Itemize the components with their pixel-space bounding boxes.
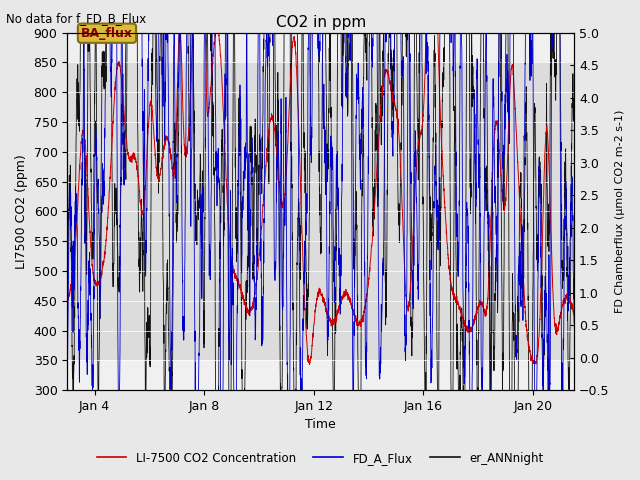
Text: No data for f_FD_B_Flux: No data for f_FD_B_Flux [6,12,147,25]
Text: BA_flux: BA_flux [81,27,133,40]
X-axis label: Time: Time [305,419,336,432]
Bar [67,62,574,360]
Y-axis label: FD Chamberflux (μmol CO2 m-2 s-1): FD Chamberflux (μmol CO2 m-2 s-1) [615,109,625,313]
Y-axis label: LI7500 CO2 (ppm): LI7500 CO2 (ppm) [15,154,28,269]
Legend: LI-7500 CO2 Concentration, FD_A_Flux, er_ANNnight: LI-7500 CO2 Concentration, FD_A_Flux, er… [92,447,548,469]
Title: CO2 in ppm: CO2 in ppm [276,15,366,30]
